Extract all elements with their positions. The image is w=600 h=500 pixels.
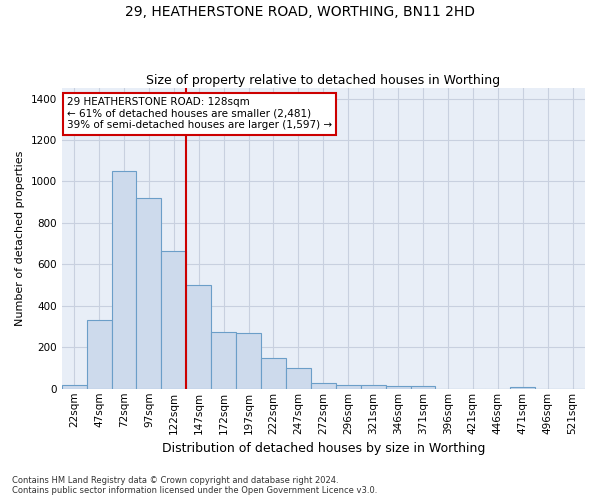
Title: Size of property relative to detached houses in Worthing: Size of property relative to detached ho…	[146, 74, 500, 87]
Bar	[361, 384, 386, 389]
X-axis label: Distribution of detached houses by size in Worthing: Distribution of detached houses by size …	[161, 442, 485, 455]
Y-axis label: Number of detached properties: Number of detached properties	[15, 151, 25, 326]
Bar	[186, 285, 211, 389]
Text: 29 HEATHERSTONE ROAD: 128sqm
← 61% of detached houses are smaller (2,481)
39% of: 29 HEATHERSTONE ROAD: 128sqm ← 61% of de…	[67, 97, 332, 130]
Bar	[386, 386, 410, 389]
Text: Contains HM Land Registry data © Crown copyright and database right 2024.
Contai: Contains HM Land Registry data © Crown c…	[12, 476, 377, 495]
Text: 29, HEATHERSTONE ROAD, WORTHING, BN11 2HD: 29, HEATHERSTONE ROAD, WORTHING, BN11 2H…	[125, 5, 475, 19]
Bar	[161, 251, 186, 389]
Bar	[136, 198, 161, 389]
Bar	[236, 333, 261, 389]
Bar	[311, 382, 336, 389]
Bar	[410, 386, 436, 389]
Bar	[112, 171, 136, 389]
Bar	[211, 332, 236, 389]
Bar	[336, 384, 361, 389]
Bar	[86, 320, 112, 389]
Bar	[261, 358, 286, 389]
Bar	[286, 368, 311, 389]
Bar	[510, 386, 535, 389]
Bar	[62, 384, 86, 389]
